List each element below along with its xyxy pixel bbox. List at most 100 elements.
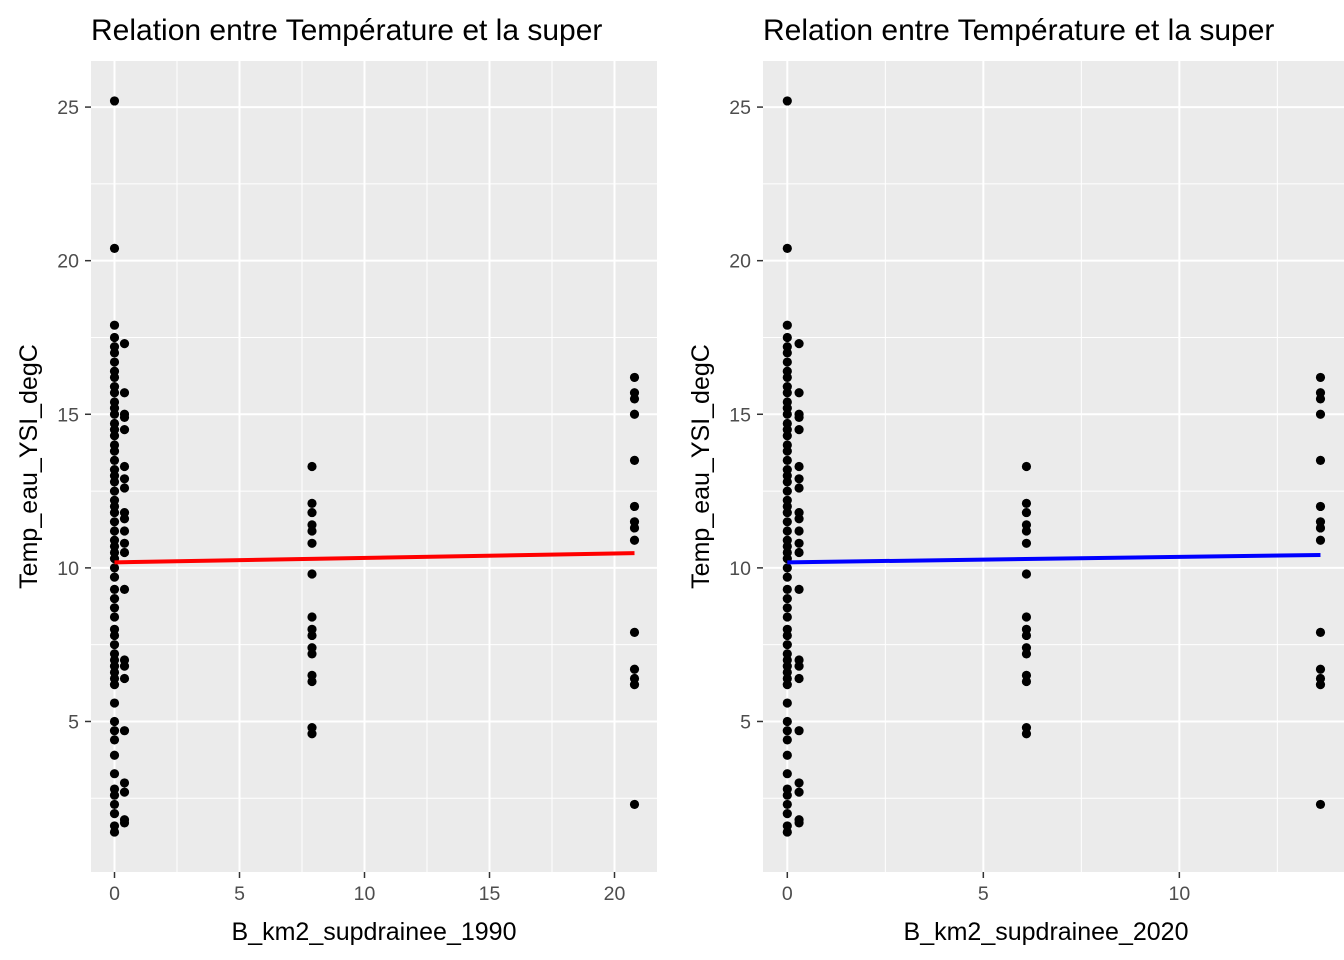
data-point xyxy=(629,673,640,684)
data-point xyxy=(1021,643,1032,653)
data-point xyxy=(109,495,120,505)
data-point xyxy=(119,655,130,665)
y-tick-label: 15 xyxy=(729,404,751,426)
data-point xyxy=(307,624,317,634)
y-axis-title: Temp_eau_YSI_degC xyxy=(15,344,43,589)
data-point xyxy=(119,483,130,493)
data-point xyxy=(782,535,792,545)
data-point xyxy=(794,538,804,548)
data-point xyxy=(307,538,317,548)
data-point xyxy=(109,640,120,650)
data-point xyxy=(307,723,317,733)
data-point xyxy=(629,517,640,527)
data-point xyxy=(1021,723,1032,733)
data-point xyxy=(794,425,804,435)
data-point xyxy=(794,655,804,665)
data-point xyxy=(109,809,120,819)
data-point xyxy=(1315,409,1326,419)
data-point xyxy=(782,769,792,779)
data-point xyxy=(119,507,130,518)
data-point xyxy=(109,357,120,367)
data-point xyxy=(1021,538,1032,548)
data-point xyxy=(1315,535,1326,545)
data-point xyxy=(119,388,130,398)
x-axis-title: B_km2_supdrainee_2020 xyxy=(904,918,1189,946)
data-point xyxy=(782,96,792,106)
x-tick-label: 20 xyxy=(604,883,626,905)
data-point xyxy=(109,769,120,779)
y-tick-label: 20 xyxy=(729,251,751,273)
x-axis-title: B_km2_supdrainee_1990 xyxy=(232,918,517,946)
data-point xyxy=(307,507,317,518)
data-point xyxy=(782,455,792,465)
x-tick-label: 5 xyxy=(234,883,245,905)
data-point xyxy=(109,612,120,622)
data-point xyxy=(109,517,120,527)
data-point xyxy=(782,243,792,253)
data-point xyxy=(782,517,792,527)
data-point xyxy=(629,627,640,637)
data-point xyxy=(109,784,120,794)
data-point xyxy=(782,584,792,594)
data-point xyxy=(782,464,792,475)
data-point xyxy=(1315,799,1326,810)
data-point xyxy=(782,572,792,582)
data-point xyxy=(782,750,792,760)
panel-2020: 0 5 10 5 10 15 20 25 Relation entre Température … xyxy=(687,14,1344,946)
data-point xyxy=(109,649,120,659)
chart-title: Relation entre Température et la super xyxy=(91,14,602,47)
x-tick-label: 0 xyxy=(782,883,793,905)
data-point xyxy=(782,342,792,352)
trend-line xyxy=(114,551,635,565)
data-point xyxy=(782,799,792,810)
x-tick-label: 15 xyxy=(479,883,501,905)
data-point xyxy=(1021,569,1032,579)
y-tick-label: 15 xyxy=(57,404,79,426)
trend-line xyxy=(787,552,1321,565)
data-point xyxy=(109,593,120,604)
data-point xyxy=(782,603,792,613)
plot-background xyxy=(91,61,657,872)
data-point xyxy=(1315,673,1326,684)
data-point xyxy=(782,332,792,343)
data-point xyxy=(782,366,792,376)
data-point xyxy=(1315,455,1326,465)
x-tick-label: 10 xyxy=(1168,883,1190,905)
data-point xyxy=(794,584,804,594)
data-point xyxy=(119,726,130,736)
chart-title: Relation entre Température et la super xyxy=(763,14,1274,47)
data-point xyxy=(109,332,120,343)
data-point xyxy=(109,603,120,613)
data-point xyxy=(1315,664,1326,674)
data-point xyxy=(629,535,640,545)
data-point xyxy=(307,569,317,579)
data-point xyxy=(782,486,792,496)
data-point xyxy=(307,520,317,530)
y-tick-label: 5 xyxy=(740,711,751,733)
data-point xyxy=(109,464,120,475)
y-tick-label: 25 xyxy=(57,97,79,119)
data-point xyxy=(794,815,804,825)
data-point xyxy=(629,372,640,383)
data-point xyxy=(109,397,120,407)
data-point xyxy=(109,382,120,392)
y-tick-label: 5 xyxy=(68,711,79,733)
data-point xyxy=(782,649,792,659)
data-point xyxy=(794,339,804,349)
data-point xyxy=(307,461,317,472)
data-point xyxy=(782,593,792,604)
data-point xyxy=(109,572,120,582)
data-point xyxy=(782,357,792,367)
data-point xyxy=(782,418,792,429)
data-point xyxy=(1021,461,1032,472)
data-point xyxy=(109,563,120,573)
data-point xyxy=(782,735,792,745)
x-tick-label: 5 xyxy=(978,883,989,905)
data-point xyxy=(109,799,120,810)
data-point xyxy=(782,495,792,505)
data-point xyxy=(782,698,792,708)
data-point xyxy=(794,787,804,797)
data-point xyxy=(119,409,130,419)
data-point xyxy=(307,670,317,680)
y-tick-label: 25 xyxy=(729,97,751,119)
